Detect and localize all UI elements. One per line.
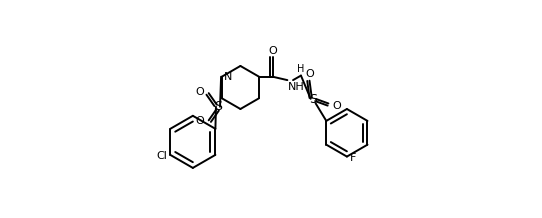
- Text: N: N: [224, 72, 232, 82]
- Text: S: S: [309, 94, 317, 106]
- Text: NH: NH: [288, 82, 305, 92]
- Text: O: O: [268, 46, 277, 56]
- Text: O: O: [333, 101, 341, 111]
- Text: H: H: [296, 64, 304, 74]
- Text: S: S: [214, 100, 222, 113]
- Text: Cl: Cl: [156, 151, 167, 161]
- Text: F: F: [350, 153, 356, 163]
- Text: O: O: [196, 116, 204, 126]
- Text: O: O: [196, 87, 204, 97]
- Text: O: O: [305, 69, 314, 79]
